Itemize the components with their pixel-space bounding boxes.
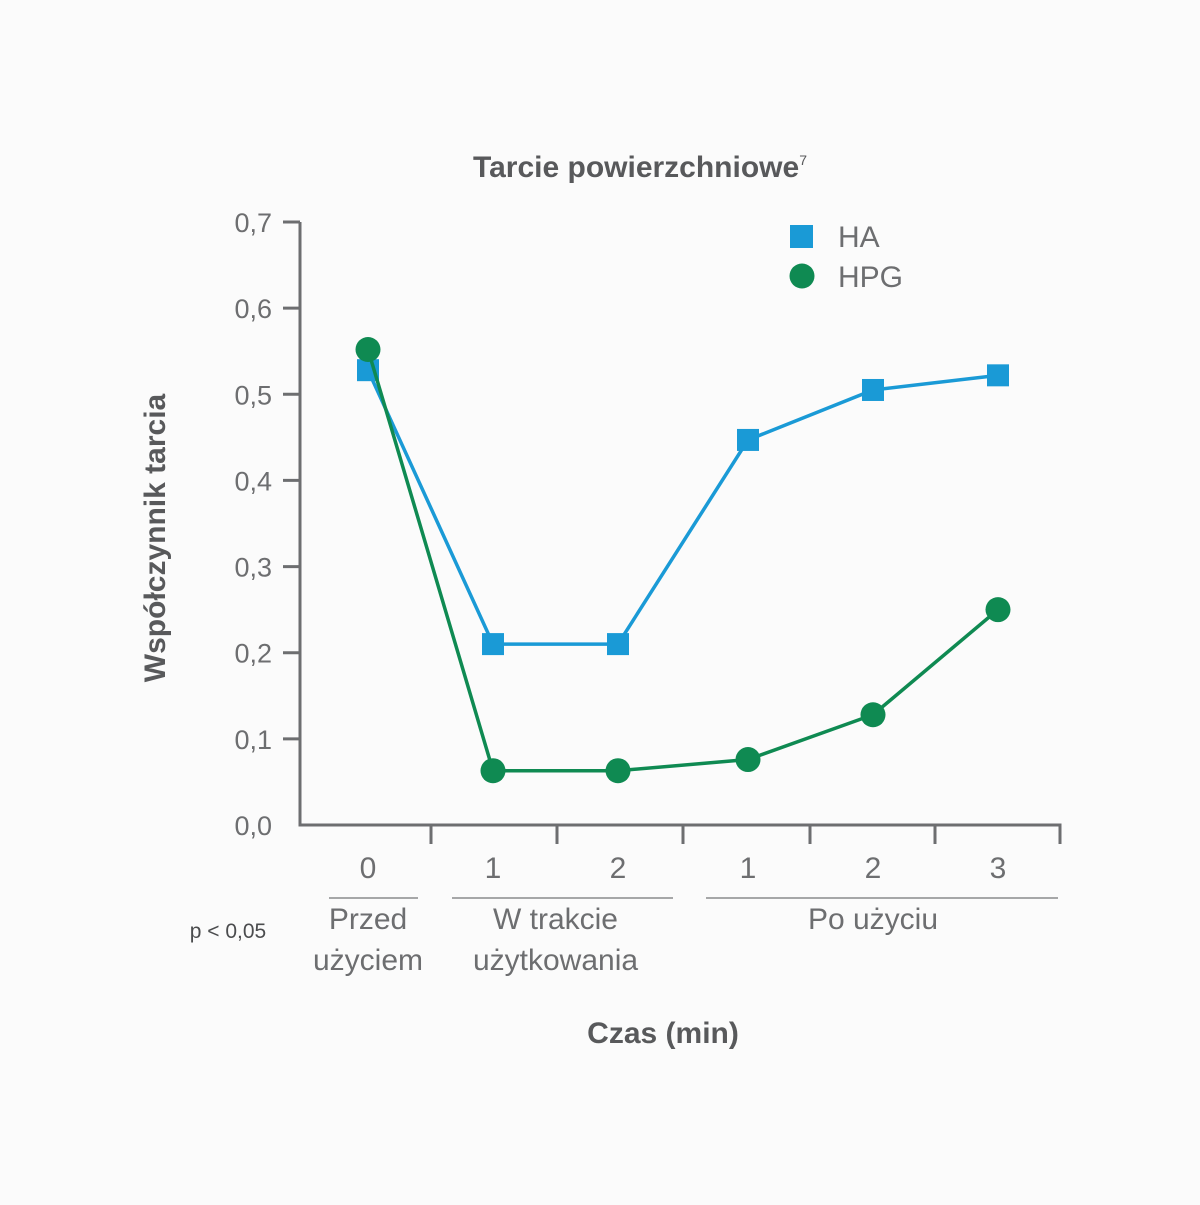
series-ha (357, 359, 1009, 656)
legend-item: HA (790, 221, 880, 254)
legend-item: HPG (789, 261, 903, 294)
data-point-ha (737, 428, 759, 451)
category-group-label: użyciem (313, 944, 423, 977)
x-tick-label: 1 (485, 852, 502, 885)
data-point-hpg (985, 597, 1011, 623)
series-line-ha (366, 369, 999, 646)
category-group: W trakcie użytkowania (452, 897, 673, 977)
y-axis-title: Współczynnik tarcia (139, 393, 172, 682)
data-point-hpg (480, 758, 506, 784)
y-tick-label: 0,1 (234, 725, 272, 755)
legend-label: HA (838, 221, 880, 254)
series-hpg (355, 336, 1011, 784)
chart-title-text: Tarcie powierzchniowe (473, 151, 799, 184)
category-group: Przed użyciem (313, 897, 423, 977)
legend-marker-ha (790, 225, 813, 248)
legend-marker-hpg (789, 263, 815, 289)
y-tick-label: 0,5 (234, 380, 272, 410)
series-line-hpg (366, 348, 1000, 773)
axes: 0,0 0,1 0,2 0,3 0,4 0,5 0,6 0,7 0 1 2 1 2 3 (234, 208, 1062, 885)
category-groups: Przed użyciem W trakcie użytkowania Po użyci… (313, 897, 1058, 977)
y-tick-label: 0,3 (234, 553, 272, 583)
chart-title-superscript: 7 (799, 152, 807, 168)
y-tick-label: 0,0 (234, 811, 272, 841)
data-point-ha (862, 378, 884, 401)
data-point-hpg (355, 336, 381, 362)
data-point-ha (482, 633, 504, 656)
category-group: Po użyciu (706, 897, 1058, 936)
x-tick-label: 1 (740, 852, 757, 885)
x-tick-label: 0 (360, 852, 377, 885)
data-point-hpg (735, 747, 761, 773)
y-tick-label: 0,6 (234, 294, 272, 324)
x-tick-label: 2 (865, 852, 882, 885)
data-point-ha (607, 633, 629, 656)
data-point-hpg (605, 758, 631, 784)
x-axis-title: Czas (min) (587, 1017, 739, 1050)
y-tick-label: 0,2 (234, 639, 272, 669)
data-point-ha (987, 364, 1009, 387)
category-group-label: użytkowania (473, 944, 638, 977)
category-group-label: Po użyciu (808, 903, 938, 936)
series-layer (355, 336, 1011, 784)
y-tick-label: 0,4 (234, 466, 272, 496)
legend-label: HPG (838, 261, 903, 294)
y-tick-label: 0,7 (234, 208, 272, 238)
category-group-label: Przed (329, 903, 407, 936)
data-point-hpg (860, 702, 886, 728)
legend: HA HPG (789, 221, 903, 294)
chart-title: Tarcie powierzchniowe7 (473, 151, 807, 184)
category-group-label: W trakcie (493, 903, 618, 936)
significance-footnote: p < 0,05 (190, 920, 266, 943)
x-tick-label: 2 (610, 852, 627, 885)
x-tick-label: 3 (990, 852, 1007, 885)
